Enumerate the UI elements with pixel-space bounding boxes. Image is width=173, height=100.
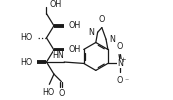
Text: O: O <box>117 76 123 85</box>
Text: OH: OH <box>68 45 81 54</box>
Text: N: N <box>109 35 115 44</box>
Text: ⁻: ⁻ <box>124 76 128 85</box>
Text: OH: OH <box>68 21 81 30</box>
Text: O: O <box>99 15 105 24</box>
Text: +: + <box>120 57 126 63</box>
Text: N: N <box>89 28 94 37</box>
Text: N: N <box>117 59 123 68</box>
Text: O: O <box>58 90 65 98</box>
Text: HO: HO <box>20 57 32 66</box>
Text: O: O <box>117 42 123 51</box>
Text: HO: HO <box>42 88 54 97</box>
Text: HO: HO <box>20 33 32 42</box>
Text: HN: HN <box>53 51 65 60</box>
Text: OH: OH <box>50 0 62 9</box>
